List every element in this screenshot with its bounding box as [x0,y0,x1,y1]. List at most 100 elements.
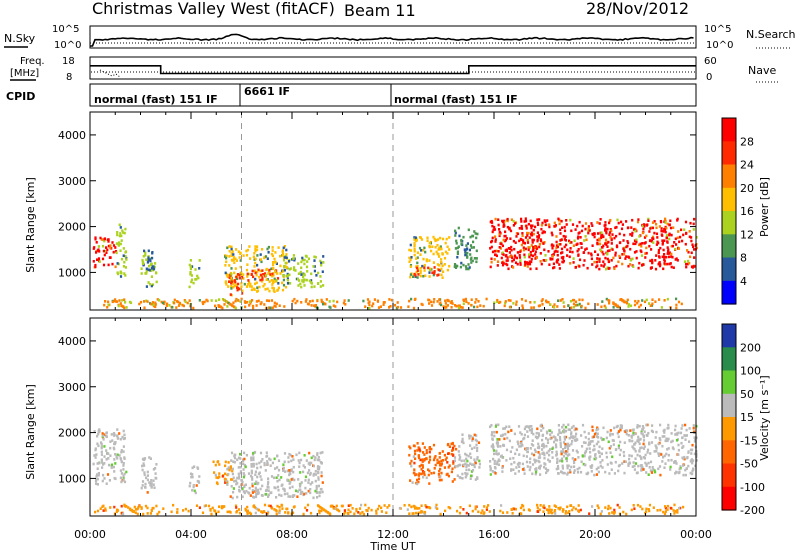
echo-cell [175,300,179,303]
echo-cell [410,297,413,301]
echo-cell [287,495,290,498]
echo-cell [432,252,435,256]
echo-cell [146,512,149,515]
echo-cell [183,299,186,302]
echo-cell [120,472,123,475]
echo-cell [177,300,180,304]
echo-cell [161,301,164,305]
echo-cell [607,504,610,508]
echo-cell [595,467,598,471]
echo-cell [568,510,571,513]
echo-cell [685,428,688,432]
echo-cell [228,264,231,267]
echo-cell [512,258,515,262]
echo-cell [555,467,558,471]
echo-cell [560,251,563,255]
echo-cell [608,472,611,475]
echo-cell [475,434,478,437]
echo-cell [592,233,595,237]
echo-cell [258,471,261,475]
echo-cell [571,457,574,460]
echo-cell [286,492,289,495]
echo-cell [674,460,677,463]
echo-cell [414,236,417,239]
echo-cell [634,432,637,436]
echo-cell [628,256,631,259]
echo-cell [227,301,230,305]
echo-cell [132,510,135,513]
echo-cell [675,303,678,307]
echo-cell [667,447,670,450]
echo-cell [102,249,105,253]
echo-cell [310,279,313,282]
echo-cell [263,510,266,513]
echo-cell [580,229,584,233]
echo-cell [506,263,509,267]
echo-cell [554,438,557,441]
echo-cell [198,299,201,302]
echo-cell [695,236,698,239]
echo-cell [435,250,438,254]
echo-cell [521,306,524,310]
echo-cell [663,255,666,259]
echo-cell [619,427,622,430]
echo-cell [320,462,323,465]
echo-cell [596,257,599,260]
echo-cell [473,257,476,260]
echo-cell [602,260,605,263]
echo-cell [119,242,122,246]
echo-cell [586,266,589,270]
echo-cell [572,424,575,428]
echo-cell [529,253,533,257]
echo-cell [631,465,634,468]
echo-cell [291,495,295,498]
echo-cell [640,431,643,435]
echo-cell [119,469,122,472]
echo-cell [526,234,529,237]
echo-cell [574,507,577,511]
echo-cell [635,238,638,242]
echo-cell [519,259,522,262]
echo-cell [634,449,637,453]
echo-cell [551,451,554,454]
echo-cell [423,266,426,270]
echo-cell [358,507,362,510]
echo-cell [568,255,571,259]
echo-cell [666,448,669,451]
echo-cell [221,475,224,478]
echo-cell [461,433,464,436]
echo-cell [605,297,608,301]
echo-cell [676,511,679,514]
noise-left-tick-top: 10^5 [52,24,79,35]
echo-cell [232,253,235,256]
echo-cell [150,509,153,513]
echo-cell [572,436,575,440]
echo-cell [438,469,441,473]
echo-cell [516,463,519,466]
echo-cell [274,305,277,308]
echo-cell [111,439,114,442]
echo-cell [538,465,541,468]
echo-cell [510,469,513,472]
echo-cell [411,481,414,484]
echo-cell [564,512,567,515]
echo-cell [585,472,588,476]
echo-cell [415,257,418,260]
echo-cell [593,260,596,264]
echo-cell [534,459,538,462]
echo-cell [638,305,641,309]
echo-cell [554,436,557,439]
echo-cell [251,476,254,479]
echo-cell [103,237,106,241]
echo-cell [618,453,621,457]
echo-cell [537,451,540,454]
echo-cell [502,262,505,265]
echo-cell [114,300,117,303]
echo-cell [553,266,556,269]
echo-cell [681,436,684,440]
echo-cell [625,220,628,223]
echo-cell [151,506,154,510]
echo-cell [307,478,310,482]
echo-cell [238,475,241,478]
echo-cell [465,244,468,247]
